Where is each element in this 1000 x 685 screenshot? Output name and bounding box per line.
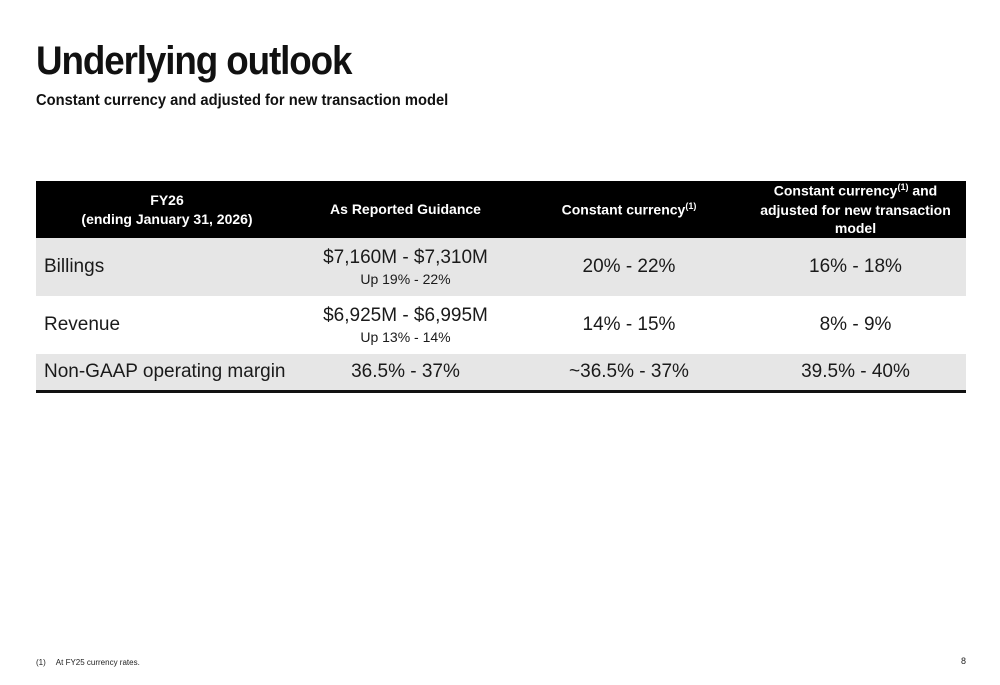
header-constant-currency: Constant currency(1) [513, 181, 745, 239]
header-reported-guidance: As Reported Guidance [298, 181, 513, 239]
header-adjusted: Constant currency(1) and adjusted for ne… [745, 181, 966, 239]
reported-growth: Up 19% - 22% [360, 271, 451, 288]
footnote: (1) At FY25 currency rates. [36, 658, 140, 667]
footnote-marker: (1) [36, 658, 46, 667]
outlook-table: FY26 (ending January 31, 2026) As Report… [36, 181, 966, 394]
header-adjusted-pre: Constant currency [773, 182, 898, 199]
adjusted-cell: 39.5% - 40% [745, 354, 966, 394]
table-body: Billings $7,160M - $7,310M Up 19% - 22% … [36, 238, 966, 394]
table-row-revenue: Revenue $6,925M - $6,995M Up 13% - 14% 1… [36, 296, 966, 354]
header-fy-label: FY26 [150, 191, 184, 208]
footnote-text: At FY25 currency rates. [55, 658, 140, 667]
adjusted-cell: 16% - 18% [745, 238, 966, 297]
row-label: Billings [36, 238, 298, 297]
header-adjusted-post: and adjusted for new transaction model [760, 182, 951, 237]
header-fy-period: (ending January 31, 2026) [81, 210, 253, 227]
row-label: Non-GAAP operating margin [36, 354, 298, 394]
constant-currency-cell: 20% - 22% [513, 238, 745, 297]
slide-subtitle: Constant currency and adjusted for new t… [36, 92, 449, 109]
table-row-billings: Billings $7,160M - $7,310M Up 19% - 22% … [36, 238, 966, 297]
reported-growth: Up 13% - 14% [360, 329, 451, 346]
footnote-ref: (1) [897, 182, 909, 192]
reported-guidance-cell: $7,160M - $7,310M Up 19% - 22% [298, 238, 513, 297]
reported-guidance-cell: 36.5% - 37% [298, 354, 513, 394]
adjusted-cell: 8% - 9% [819, 314, 892, 336]
reported-guidance-cell: $6,925M - $6,995M Up 13% - 14% [298, 296, 513, 354]
reported-range: $7,160M - $7,310M [323, 247, 488, 269]
row-label: Revenue [44, 314, 121, 336]
header-fiscal-year: FY26 (ending January 31, 2026) [36, 181, 298, 239]
table-row-operating-margin: Non-GAAP operating margin 36.5% - 37% ~3… [36, 354, 966, 394]
page-number: 8 [960, 656, 966, 666]
reported-range: $6,925M - $6,995M [323, 305, 488, 327]
slide-title: Underlying outlook [36, 39, 353, 83]
table-header: FY26 (ending January 31, 2026) As Report… [36, 181, 966, 239]
constant-currency-cell: ~36.5% - 37% [513, 354, 745, 394]
header-row: FY26 (ending January 31, 2026) As Report… [36, 181, 966, 239]
header-constant-currency-label: Constant currency [561, 201, 686, 218]
footnote-ref: (1) [685, 200, 697, 211]
constant-currency-cell: 14% - 15% [582, 314, 676, 336]
